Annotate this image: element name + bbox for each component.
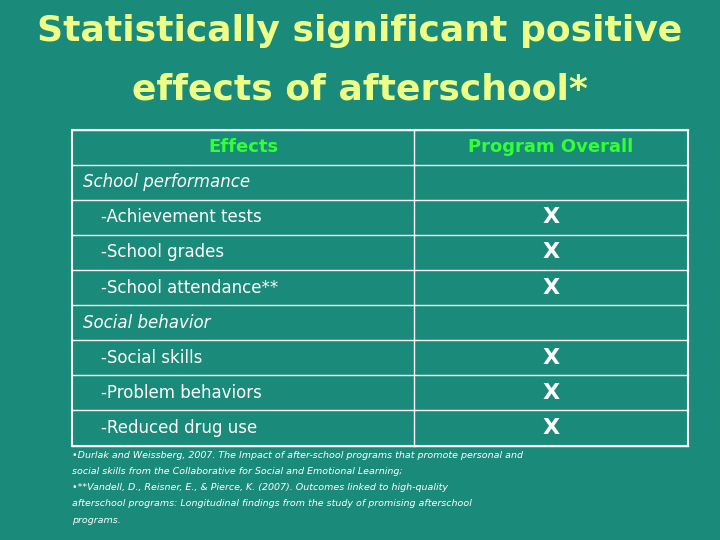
Text: Effects: Effects [208, 138, 278, 156]
Text: X: X [542, 242, 559, 262]
Text: -School grades: -School grades [101, 244, 224, 261]
Text: X: X [542, 278, 559, 298]
Text: -Problem behaviors: -Problem behaviors [101, 384, 261, 402]
Text: effects of afterschool*: effects of afterschool* [132, 73, 588, 107]
Text: -School attendance**: -School attendance** [101, 279, 278, 296]
Text: -Social skills: -Social skills [101, 349, 202, 367]
Text: X: X [542, 207, 559, 227]
Text: X: X [542, 383, 559, 403]
Text: X: X [542, 418, 559, 438]
Text: School performance: School performance [83, 173, 250, 191]
Text: •Durlak and Weissberg, 2007. The Impact of after-school programs that promote pe: •Durlak and Weissberg, 2007. The Impact … [72, 451, 523, 460]
Text: -Reduced drug use: -Reduced drug use [101, 419, 257, 437]
Text: afterschool programs: Longitudinal findings from the study of promising aftersch: afterschool programs: Longitudinal findi… [72, 500, 472, 509]
Text: X: X [542, 348, 559, 368]
Text: programs.: programs. [72, 516, 121, 525]
Text: social skills from the Collaborative for Social and Emotional Learning;: social skills from the Collaborative for… [72, 467, 402, 476]
Text: Statistically significant positive: Statistically significant positive [37, 14, 683, 48]
Text: -Achievement tests: -Achievement tests [101, 208, 261, 226]
Text: Program Overall: Program Overall [468, 138, 634, 156]
Text: Social behavior: Social behavior [83, 314, 210, 332]
Text: •**Vandell, D., Reisner, E., & Pierce, K. (2007). Outcomes linked to high-qualit: •**Vandell, D., Reisner, E., & Pierce, K… [72, 483, 448, 492]
